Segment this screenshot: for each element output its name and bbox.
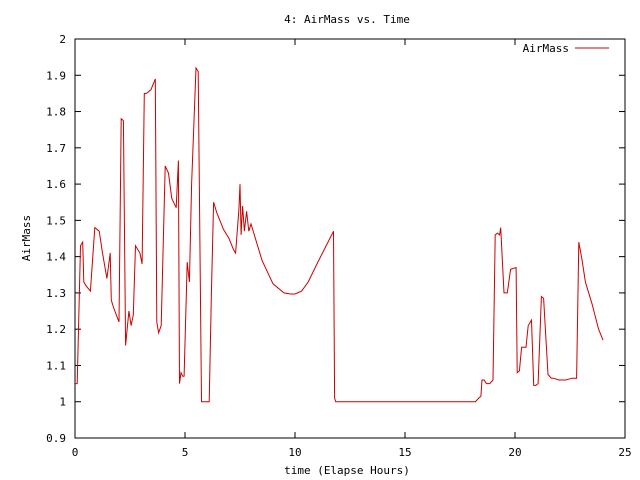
chart-title: 4: AirMass vs. Time [284,13,410,26]
legend: AirMass [523,42,609,55]
x-axis-label: time (Elapse Hours) [284,464,410,477]
legend-label-airmass: AirMass [523,42,569,55]
y-axis-label: AirMass [20,215,33,261]
y-tick-label: 1.7 [46,142,66,155]
x-tick-label: 20 [508,446,521,459]
y-tick-label: 0.9 [46,432,66,445]
x-tick-label: 10 [288,446,301,459]
plot-frame [74,38,626,439]
y-tick-label: 1.6 [46,178,66,191]
series-layer [75,66,604,403]
y-tick-label: 1.3 [46,287,66,300]
y-tick-label: 1.1 [46,359,66,372]
y-tick-label: 1.8 [46,106,66,119]
x-tick-label: 5 [182,446,189,459]
series-line-airmass [75,66,604,403]
y-tick-label: 1.5 [46,214,66,227]
x-tick-label: 15 [398,446,411,459]
y-tick-label: 2 [59,33,66,46]
x-tick-label: 25 [618,446,631,459]
y-axis: 0.9 1 1.1 1.2 1.3 1.4 1.5 1.6 1.7 1.8 1.9 2 [46,33,625,445]
x-tick-label: 0 [72,446,79,459]
y-tick-label: 1.2 [46,323,66,336]
x-axis: 0 5 10 15 20 25 [72,39,632,459]
y-tick-label: 1 [59,396,66,409]
y-tick-label: 1.4 [46,251,66,264]
y-tick-label: 1.9 [46,69,66,82]
